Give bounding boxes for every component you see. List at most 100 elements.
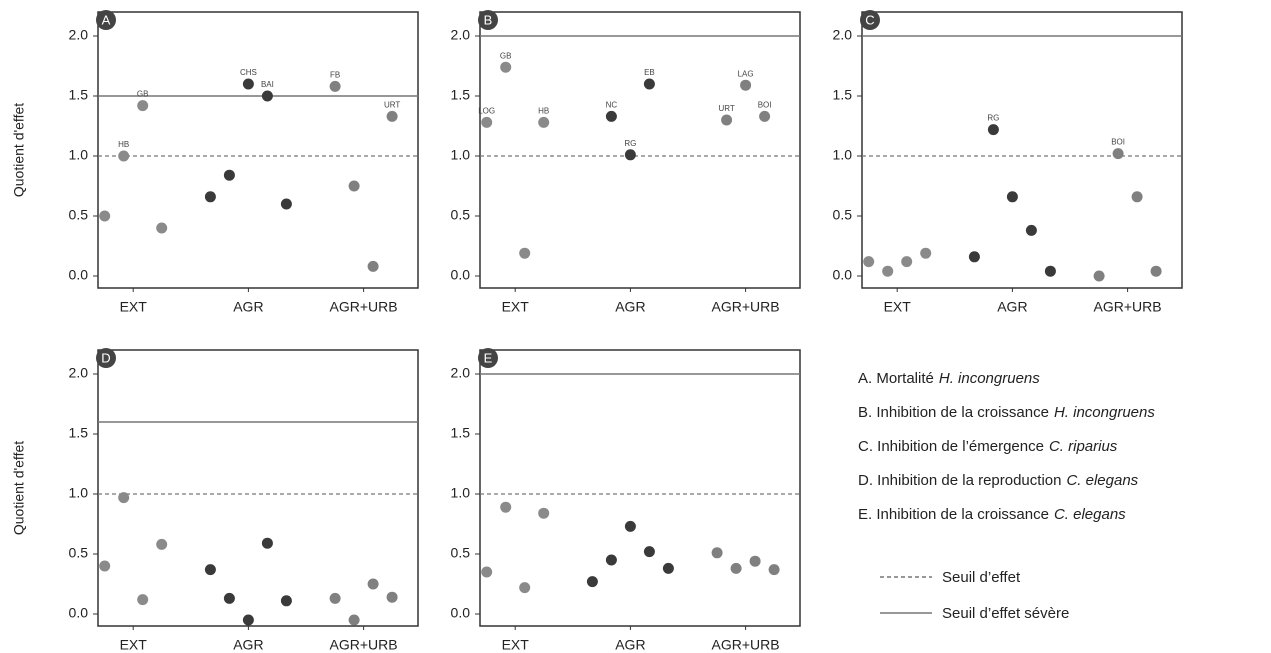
x-tick-label: AGR+URB xyxy=(330,299,398,315)
x-tick-label: AGR xyxy=(615,637,645,653)
panel-description: D. Inhibition de la reproduction C. elega… xyxy=(858,472,1139,489)
data-point xyxy=(519,247,531,259)
point-label: BAI xyxy=(261,80,274,89)
data-point xyxy=(863,256,875,268)
data-point xyxy=(261,537,273,549)
data-point xyxy=(1131,191,1143,203)
y-tick-label: 1.5 xyxy=(69,87,89,103)
x-tick-label: EXT xyxy=(502,637,530,653)
x-tick-label: AGR+URB xyxy=(1094,299,1162,315)
panel-description: A. Mortalité H. incongruens xyxy=(858,370,1040,387)
data-point xyxy=(749,555,761,567)
point-label: CHS xyxy=(240,68,257,77)
x-tick-label: AGR xyxy=(615,299,645,315)
data-point xyxy=(118,492,130,504)
y-tick-label: 0.5 xyxy=(69,207,89,223)
data-point xyxy=(1112,148,1124,160)
species-name: C. riparius xyxy=(1049,438,1118,455)
point-label: EB xyxy=(644,68,655,77)
data-point xyxy=(348,180,360,192)
x-tick-label: AGR xyxy=(233,299,263,315)
y-tick-label: 2.0 xyxy=(69,365,89,381)
data-point xyxy=(386,110,398,122)
y-tick-label: 1.0 xyxy=(69,485,89,501)
data-point xyxy=(137,100,149,112)
x-tick-label: AGR+URB xyxy=(330,637,398,653)
legend-effect-label: Seuil d’effet xyxy=(942,569,1021,586)
y-axis-label: Quotient d'effet xyxy=(11,103,27,197)
data-point xyxy=(500,501,512,513)
x-tick-label: EXT xyxy=(120,299,148,315)
x-tick-label: AGR xyxy=(233,637,263,653)
data-point xyxy=(538,116,550,128)
y-tick-label: 2.0 xyxy=(833,27,853,43)
point-label: RG xyxy=(624,139,636,148)
data-point xyxy=(242,614,254,626)
y-tick-label: 2.0 xyxy=(69,27,89,43)
x-tick-label: EXT xyxy=(502,299,530,315)
data-point xyxy=(643,546,655,558)
point-label: LAG xyxy=(738,69,754,78)
data-point xyxy=(500,61,512,73)
description-text: E. Inhibition de la croissance xyxy=(858,506,1049,523)
panel-badge xyxy=(96,10,116,30)
species-name: H. incongruens xyxy=(1054,404,1155,421)
point-label: BOI xyxy=(758,101,772,110)
point-label: URT xyxy=(718,104,734,113)
data-point xyxy=(223,592,235,604)
description-text: D. Inhibition de la reproduction xyxy=(858,472,1061,489)
data-point xyxy=(348,614,360,626)
panel-badge xyxy=(96,348,116,368)
data-point xyxy=(586,576,598,588)
x-tick-label: EXT xyxy=(120,637,148,653)
y-tick-label: 0.0 xyxy=(69,605,89,621)
data-point xyxy=(1006,191,1018,203)
data-point xyxy=(711,547,723,559)
data-point xyxy=(1150,265,1162,277)
y-tick-label: 1.5 xyxy=(69,425,89,441)
y-tick-label: 0.5 xyxy=(451,207,471,223)
panel-letter: C xyxy=(865,12,874,27)
data-point xyxy=(624,149,636,161)
y-tick-label: 1.5 xyxy=(451,87,471,103)
plot-frame xyxy=(97,349,419,627)
point-label: URT xyxy=(384,101,400,110)
y-tick-label: 0.0 xyxy=(451,605,471,621)
legend-severe-label: Seuil d’effet sévère xyxy=(942,605,1069,622)
data-point xyxy=(968,251,980,263)
data-point xyxy=(99,560,111,572)
panel-letter: D xyxy=(101,350,110,365)
data-point xyxy=(882,265,894,277)
panel-letter: E xyxy=(484,350,493,365)
y-tick-label: 0.5 xyxy=(833,207,853,223)
species-name: C. elegans xyxy=(1054,506,1126,523)
data-point xyxy=(242,78,254,90)
data-point xyxy=(223,169,235,181)
data-point xyxy=(261,90,273,102)
data-point xyxy=(662,562,674,574)
panel-description: E. Inhibition de la croissance C. elegans xyxy=(858,506,1126,523)
panel-badge xyxy=(478,348,498,368)
panel-badge xyxy=(860,10,880,30)
y-tick-label: 0.0 xyxy=(833,267,853,283)
data-point xyxy=(280,595,292,607)
panel-letter: B xyxy=(484,12,493,27)
y-tick-label: 2.0 xyxy=(451,27,471,43)
data-point xyxy=(759,110,771,122)
panel-badge xyxy=(478,10,498,30)
y-tick-label: 2.0 xyxy=(451,365,471,381)
data-point xyxy=(137,594,149,606)
data-point xyxy=(624,520,636,532)
data-point xyxy=(1093,270,1105,282)
plot-frame xyxy=(479,349,801,627)
plot-frame xyxy=(97,11,419,289)
data-point xyxy=(768,564,780,576)
y-tick-label: 1.5 xyxy=(451,425,471,441)
data-point xyxy=(204,191,216,203)
data-point xyxy=(721,114,733,126)
data-point xyxy=(538,507,550,519)
data-point xyxy=(605,554,617,566)
point-label: HB xyxy=(118,140,129,149)
y-tick-label: 1.0 xyxy=(833,147,853,163)
point-label: FB xyxy=(330,71,340,80)
